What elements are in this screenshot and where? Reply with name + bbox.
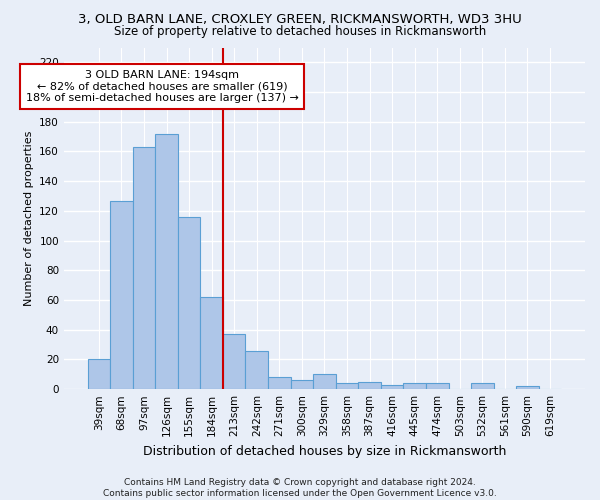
Bar	[178, 217, 200, 389]
Bar	[426, 383, 449, 389]
Bar	[516, 386, 539, 389]
X-axis label: Distribution of detached houses by size in Rickmansworth: Distribution of detached houses by size …	[143, 444, 506, 458]
Text: Size of property relative to detached houses in Rickmansworth: Size of property relative to detached ho…	[114, 25, 486, 38]
Bar	[403, 383, 426, 389]
Bar	[110, 200, 133, 389]
Y-axis label: Number of detached properties: Number of detached properties	[24, 130, 34, 306]
Bar	[155, 134, 178, 389]
Bar	[88, 360, 110, 389]
Bar	[245, 350, 268, 389]
Text: Contains HM Land Registry data © Crown copyright and database right 2024.
Contai: Contains HM Land Registry data © Crown c…	[103, 478, 497, 498]
Bar	[133, 147, 155, 389]
Text: 3 OLD BARN LANE: 194sqm
← 82% of detached houses are smaller (619)
18% of semi-d: 3 OLD BARN LANE: 194sqm ← 82% of detache…	[26, 70, 298, 103]
Bar	[358, 382, 381, 389]
Bar	[313, 374, 336, 389]
Bar	[336, 383, 358, 389]
Bar	[471, 383, 494, 389]
Bar	[268, 378, 290, 389]
Bar	[381, 384, 403, 389]
Bar	[200, 297, 223, 389]
Text: 3, OLD BARN LANE, CROXLEY GREEN, RICKMANSWORTH, WD3 3HU: 3, OLD BARN LANE, CROXLEY GREEN, RICKMAN…	[78, 12, 522, 26]
Bar	[290, 380, 313, 389]
Bar	[223, 334, 245, 389]
